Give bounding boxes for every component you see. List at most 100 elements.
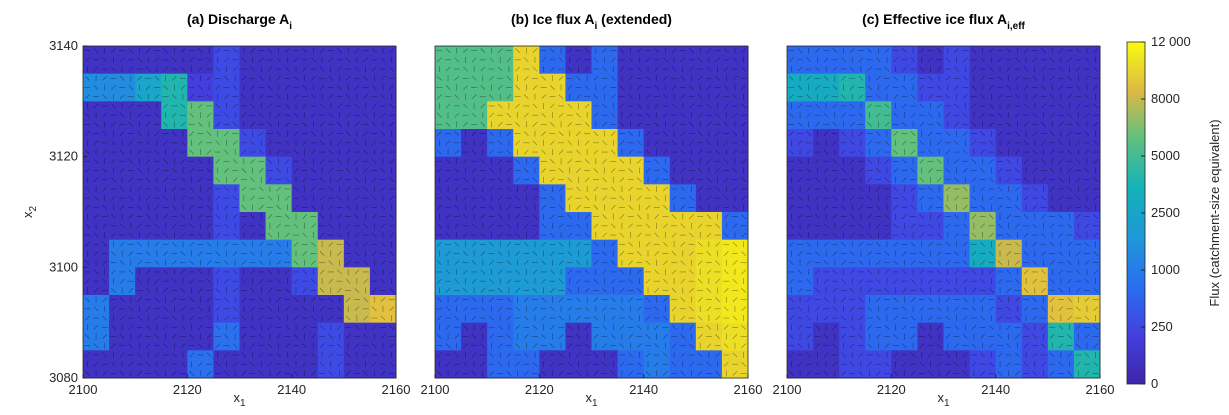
- flow-arrow: [919, 140, 925, 146]
- flow-arrow: [945, 112, 951, 118]
- flow-arrow: [671, 343, 677, 349]
- flow-arrow: [102, 315, 108, 321]
- heatmap-cell: [669, 73, 697, 102]
- flow-arrow: [732, 186, 738, 192]
- flow-arrow: [276, 297, 281, 302]
- flow-arrow: [1015, 205, 1020, 210]
- flow-arrow: [789, 168, 794, 173]
- heatmap-cell: [669, 129, 697, 158]
- flow-arrow: [602, 85, 607, 90]
- flow-arrow: [93, 85, 99, 90]
- flow-arrow: [454, 168, 460, 173]
- flow-arrow: [902, 343, 907, 349]
- flow-arrow: [437, 334, 442, 339]
- flow-arrow: [276, 57, 281, 63]
- flow-arrow: [550, 269, 555, 275]
- flow-arrow: [628, 94, 633, 100]
- flow-arrow: [267, 269, 273, 275]
- flow-arrow: [119, 131, 125, 136]
- flow-arrow: [645, 186, 651, 192]
- heatmap-cell: [1021, 101, 1049, 130]
- flow-arrow: [354, 288, 360, 293]
- flow-arrow: [789, 205, 794, 210]
- flow-arrow: [928, 57, 933, 63]
- flow-arrow: [302, 269, 308, 275]
- heatmap-cell: [643, 295, 671, 324]
- flow-arrow: [1058, 48, 1064, 53]
- flow-arrow: [189, 241, 195, 247]
- flow-arrow: [832, 66, 838, 72]
- flow-arrow: [823, 149, 829, 155]
- flow-arrow: [867, 288, 872, 293]
- flow-arrow: [671, 269, 677, 275]
- flow-arrow: [302, 343, 308, 349]
- flow-arrow: [171, 334, 177, 339]
- flow-arrow: [789, 131, 794, 136]
- flow-arrow: [715, 241, 720, 247]
- flow-arrow: [241, 149, 247, 155]
- flow-arrow: [276, 241, 281, 247]
- flow-arrow: [636, 140, 642, 146]
- flow-arrow: [988, 48, 994, 53]
- flow-arrow: [293, 371, 299, 376]
- flow-arrow: [884, 214, 890, 219]
- heatmap-cell: [721, 267, 749, 296]
- flow-arrow: [345, 352, 351, 358]
- heatmap-cell: [1073, 46, 1101, 75]
- flow-arrow: [919, 324, 925, 330]
- flow-arrow: [928, 352, 933, 358]
- y-tick-label: 3140: [49, 38, 78, 53]
- heatmap-cell: [865, 156, 892, 185]
- flow-arrow: [832, 269, 838, 275]
- heatmap-cell: [291, 184, 319, 213]
- flow-arrow: [715, 149, 720, 155]
- flow-arrow: [471, 57, 477, 63]
- heatmap-cell: [891, 267, 918, 296]
- flow-arrow: [276, 112, 281, 118]
- flow-arrow: [576, 371, 581, 376]
- heatmap-cell: [695, 156, 723, 185]
- flow-arrow: [241, 352, 247, 358]
- flow-arrow: [1023, 214, 1029, 219]
- flow-arrow: [293, 352, 299, 358]
- flow-arrow: [119, 205, 125, 210]
- flow-arrow: [93, 122, 99, 127]
- flow-arrow: [1041, 48, 1046, 53]
- flow-arrow: [928, 131, 933, 136]
- flow-arrow: [610, 112, 616, 118]
- flow-arrow: [823, 278, 829, 284]
- flow-arrow: [293, 131, 299, 136]
- heatmap-cell: [721, 73, 749, 102]
- flow-arrow: [241, 186, 247, 192]
- flow-arrow: [858, 149, 864, 155]
- flow-arrow: [893, 112, 899, 118]
- flow-arrow: [337, 85, 342, 90]
- flow-arrow: [180, 214, 186, 219]
- flow-arrow: [241, 241, 247, 247]
- heatmap-cell: [435, 101, 462, 130]
- flow-arrow: [497, 158, 503, 164]
- heatmap-cell: [265, 295, 293, 324]
- flow-arrow: [689, 103, 694, 109]
- flow-arrow: [1049, 223, 1055, 229]
- flow-arrow: [806, 260, 812, 266]
- heatmap-cell: [539, 46, 566, 75]
- flow-arrow: [337, 195, 342, 201]
- flow-arrow: [945, 57, 951, 63]
- flow-arrow: [454, 241, 460, 247]
- flow-arrow: [206, 297, 212, 302]
- heatmap-cell: [591, 267, 619, 296]
- flow-arrow: [936, 103, 942, 109]
- flow-arrow: [311, 94, 316, 100]
- flow-arrow: [541, 334, 547, 339]
- heatmap-cell: [239, 156, 267, 185]
- flow-arrow: [215, 158, 221, 164]
- flow-arrow: [832, 324, 838, 330]
- flow-arrow: [506, 278, 512, 284]
- flow-arrow: [1067, 371, 1072, 376]
- flow-arrow: [797, 306, 803, 312]
- flow-arrow: [875, 205, 881, 210]
- flow-arrow: [345, 241, 351, 247]
- flow-arrow: [1041, 343, 1046, 349]
- flow-arrow: [988, 158, 994, 164]
